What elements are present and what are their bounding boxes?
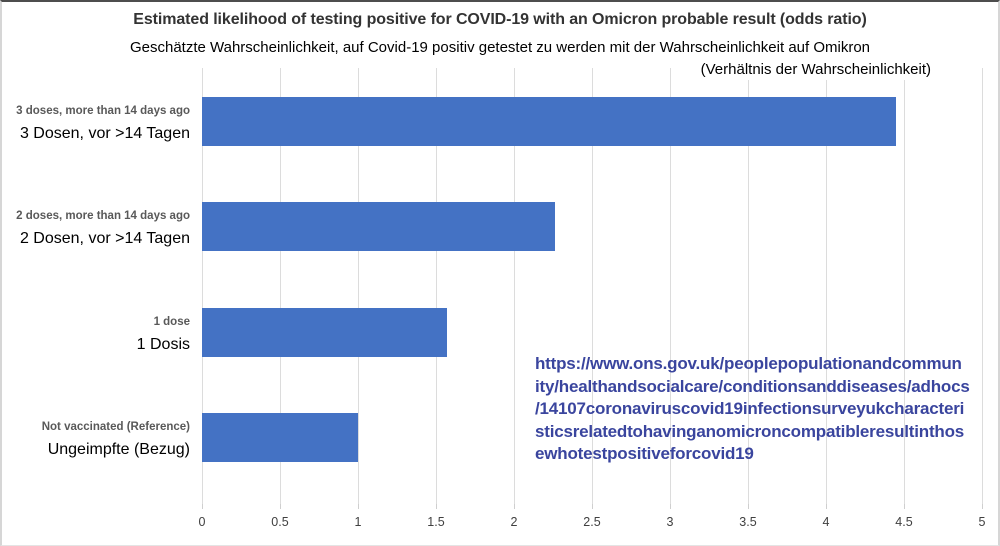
tick-mark-2: [514, 504, 515, 509]
tick-label-1.5: 1.5: [427, 515, 445, 529]
bar-2: [202, 202, 555, 252]
tick-label-4: 4: [822, 515, 830, 529]
category-label-1: 3 doses, more than 14 days ago 3 Dosen, v…: [2, 104, 190, 144]
tick-mark-0.5: [280, 504, 281, 509]
gridline-1: [358, 68, 359, 504]
category-label-de: 3 Dosen, vor >14 Tagen: [19, 125, 190, 142]
tick-label-5: 5: [978, 515, 986, 529]
tick-mark-2.5: [592, 504, 593, 509]
category-axis-labels: 3 doses, more than 14 days ago 3 Dosen, v…: [2, 2, 190, 545]
category-label-en: 3 doses, more than 14 days ago: [16, 105, 190, 117]
tick-label-2.5: 2.5: [583, 515, 601, 529]
tick-mark-3: [670, 504, 671, 509]
tick-mark-1: [358, 504, 359, 509]
category-label-en: 2 doses, more than 14 days ago: [16, 210, 190, 223]
category-label-4: Not vaccinated (Reference) Ungeimpfte (Be…: [2, 420, 190, 460]
gridline-2.5: [592, 68, 593, 504]
tick-label-0.5: 0.5: [271, 515, 289, 529]
tick-label-3.5: 3.5: [739, 515, 757, 529]
gridline-5: [982, 68, 983, 504]
bar-4: [202, 412, 358, 462]
chart-subtitle-german: Geschätzte Wahrscheinlichkeit, auf Covid…: [129, 39, 871, 56]
tick-mark-3.5: [748, 504, 749, 509]
gridline-1.5: [436, 68, 437, 504]
tick-label-4.5: 4.5: [895, 515, 913, 529]
bar-1: [202, 97, 897, 146]
tick-mark-1.5: [436, 504, 437, 509]
tick-mark-4: [826, 504, 827, 509]
gridline-0.5: [280, 68, 281, 504]
gridline-3.5: [748, 68, 749, 504]
chart-title: Estimated likelihood of testing positive…: [133, 11, 867, 28]
tick-label-2: 2: [510, 515, 518, 529]
gridline-4: [826, 68, 827, 504]
bar-3: [202, 307, 447, 357]
chart-subtitle-german-line2: (Verhältnis der Wahrscheinlichkeit): [696, 61, 935, 80]
tick-label-3: 3: [666, 515, 674, 529]
tick-mark-5: [982, 504, 983, 509]
gridline-3: [670, 68, 671, 504]
category-label-en: Not vaccinated (Reference): [41, 420, 190, 433]
category-label-de: Ungeimpfte (Bezug): [47, 440, 190, 458]
category-label-3: 1 dose 1 Dosis: [2, 315, 190, 355]
gridline-0: [202, 68, 203, 504]
tick-label-1: 1: [354, 515, 362, 529]
category-label-de: 2 Dosen, vor >14 Tagen: [19, 230, 190, 248]
gridline-4.5: [904, 68, 905, 504]
category-label-2: 2 doses, more than 14 days ago 2 Dosen, v…: [2, 209, 190, 249]
tick-mark-4.5: [904, 504, 905, 509]
source-url-link[interactable]: https://www.ons.gov.uk/peoplepopulationa…: [535, 354, 970, 463]
category-label-de: 1 Dosis: [136, 335, 190, 353]
category-label-en: 1 dose: [153, 315, 190, 328]
gridline-2: [514, 68, 515, 504]
tick-mark-0: [202, 504, 203, 509]
tick-label-0: 0: [198, 515, 206, 529]
plot-area: [202, 68, 983, 504]
